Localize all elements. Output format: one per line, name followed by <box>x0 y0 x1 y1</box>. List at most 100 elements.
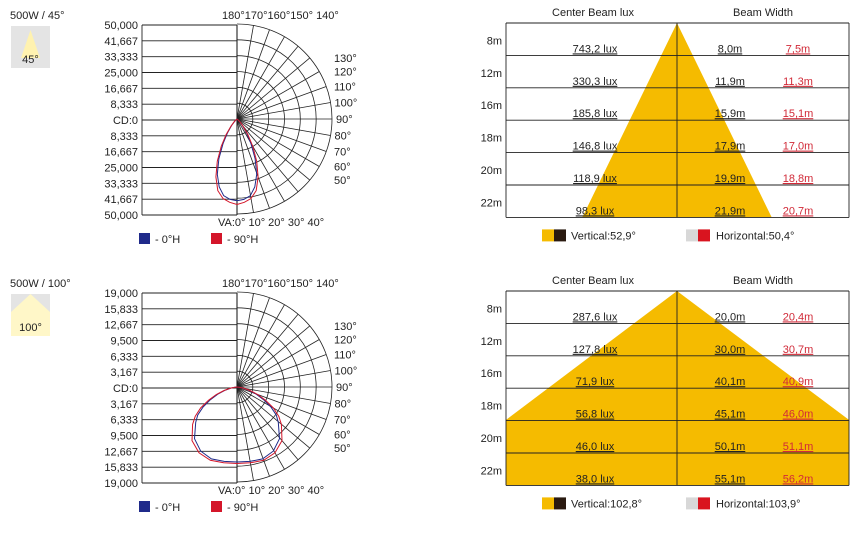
photometric-block-45: 500W / 45° 45° 50,000 41,667 33,333 25,000 16,… <box>0 0 864 262</box>
polar-diagram: 500W / 45° 45° 50,000 41,667 33,333 25,000 16,… <box>10 10 357 246</box>
grid-radial <box>236 118 254 213</box>
grid-radial <box>236 370 331 388</box>
beam-width-vertical: 21,9m <box>715 205 746 217</box>
legend-swatch-horizontal-b <box>698 229 710 242</box>
radial-tick-label: 16,667 <box>104 83 138 95</box>
legend-swatch-vertical-a <box>542 229 554 242</box>
grid-radial <box>236 313 299 388</box>
grid-radial <box>236 118 327 152</box>
beam-width-horizontal: 7,5m <box>786 43 810 55</box>
grid-radial <box>236 386 320 435</box>
radial-tick-label: 33,333 <box>104 52 138 64</box>
intensity-curve-90h <box>215 118 259 206</box>
right-angle-label: 80° <box>335 130 352 142</box>
center-lux-value: 46,0 lux <box>576 441 615 453</box>
beam-width-vertical: 8,0m <box>718 43 742 55</box>
illuminance-table: Center Beam lux Beam Width 8m 287,6 lux 20,0… <box>481 275 850 510</box>
grid-radial <box>236 386 254 481</box>
beam-width-horizontal: 51,1m <box>783 441 814 453</box>
bottom-angle-labels: VA:0° 10° 20° 30° 40° <box>218 217 324 229</box>
grid-radial <box>236 57 311 120</box>
radial-tick-label: 6,333 <box>110 415 138 427</box>
radial-tick-label: 6,333 <box>110 351 138 363</box>
grid-radial <box>236 71 320 120</box>
radial-tick-label: 15,833 <box>104 462 138 474</box>
right-angle-label: 90° <box>336 382 353 394</box>
grid-radial <box>236 118 320 167</box>
radial-tick-label: 9,500 <box>110 431 138 443</box>
legend-swatch-vertical-b <box>554 229 566 242</box>
center-lux-value: 38,0 lux <box>576 473 615 485</box>
right-angle-label: 100° <box>335 98 358 110</box>
intensity-curve-90h <box>191 386 283 465</box>
beam-width-vertical: 15,9m <box>715 108 746 120</box>
grid-radial <box>236 386 270 477</box>
header-center-beam: Center Beam lux <box>552 275 634 287</box>
radial-tick-label: 19,000 <box>104 288 138 300</box>
grid-radial <box>236 86 327 120</box>
radial-tick-label: 50,000 <box>104 20 138 32</box>
center-lux-value: 146,8 lux <box>573 141 618 153</box>
grid-radial <box>236 25 254 120</box>
grid-radial <box>236 386 331 404</box>
radial-tick-label: 41,667 <box>104 36 138 48</box>
legend-vertical-label: Vertical:102,8° <box>571 498 642 510</box>
grid-radial <box>236 386 327 420</box>
beam-width-horizontal: 20,7m <box>783 205 814 217</box>
top-angle-labels: 180°170°160°150° 140° <box>222 10 339 22</box>
beam-width-vertical: 17,9m <box>715 141 746 153</box>
legend-swatch-90h <box>211 501 222 512</box>
grid-radial <box>236 386 311 449</box>
radial-tick-label: 50,000 <box>104 210 138 222</box>
legend-horizontal-label: Horizontal:50,4° <box>716 230 794 242</box>
grid-radial <box>236 354 327 388</box>
beam-width-vertical: 45,1m <box>715 409 746 421</box>
grid-radial <box>236 386 285 470</box>
photometric-chart-100: 500W / 100° 100° 19,000 15,833 12,667 9,500 6,… <box>10 275 850 514</box>
grid-radial <box>236 118 299 193</box>
grid-radial <box>236 297 270 388</box>
radial-tick-label: CD:0 <box>113 115 138 127</box>
right-angle-label: 100° <box>335 366 358 378</box>
beam-width-vertical: 40,1m <box>715 376 746 388</box>
right-angle-label: 90° <box>336 114 353 126</box>
beam-badge-cone <box>11 294 50 336</box>
center-lux-value: 98,3 lux <box>576 205 615 217</box>
distance-label: 20m <box>481 165 502 177</box>
radial-tick-label: 16,667 <box>104 147 138 159</box>
beam-width-horizontal: 17,0m <box>783 141 814 153</box>
beam-width-horizontal: 46,0m <box>783 409 814 421</box>
right-angle-label: 110° <box>334 82 356 94</box>
right-angle-label: 70° <box>334 414 351 426</box>
right-angle-label: 70° <box>334 146 351 158</box>
distance-label: 16m <box>481 100 502 112</box>
distance-label: 8m <box>487 35 502 47</box>
radial-tick-label: 25,000 <box>104 68 138 80</box>
beam-badge-label: 100° <box>19 322 42 334</box>
grid-radial <box>236 118 311 181</box>
distance-label: 18m <box>481 401 502 413</box>
radial-tick-label: 41,667 <box>104 194 138 206</box>
distance-label: 22m <box>481 197 502 209</box>
grid-radial <box>236 45 299 120</box>
radial-tick-label: 25,000 <box>104 163 138 175</box>
top-angle-labels: 180°170°160°150° 140° <box>222 278 339 290</box>
radial-tick-label: 8,333 <box>110 131 138 143</box>
legend-swatch-0h <box>139 233 150 244</box>
legend-label-0h: - 0°H <box>155 234 180 246</box>
grid-radial <box>236 386 299 461</box>
polar-diagram: 500W / 100° 100° 19,000 15,833 12,667 9,500 6,… <box>10 278 357 514</box>
center-lux-value: 118,9 lux <box>573 173 617 185</box>
legend-label-90h: - 90°H <box>227 502 258 514</box>
beam-width-horizontal: 30,7m <box>783 344 814 356</box>
header-beam-width: Beam Width <box>733 7 793 19</box>
beam-width-vertical: 55,1m <box>715 473 746 485</box>
beam-width-vertical: 30,0m <box>715 344 746 356</box>
radial-tick-label: 12,667 <box>104 446 138 458</box>
right-angle-label: 60° <box>334 162 351 174</box>
photometric-chart-45: 500W / 45° 45° 50,000 41,667 33,333 25,000 16,… <box>10 7 850 246</box>
radial-tick-label: 19,000 <box>104 478 138 490</box>
radial-tick-label: CD:0 <box>113 383 138 395</box>
right-angle-label: 60° <box>334 430 351 442</box>
distance-label: 18m <box>481 133 502 145</box>
